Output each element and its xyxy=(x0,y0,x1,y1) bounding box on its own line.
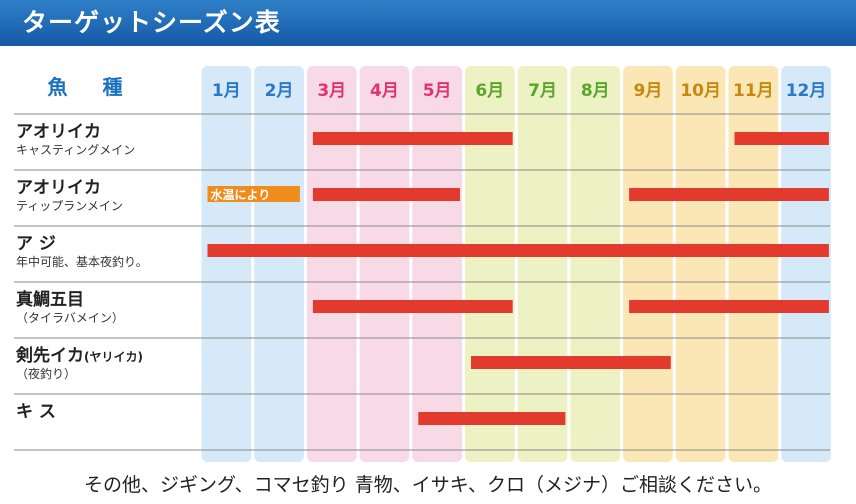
month-header: 1月 2月 3月 4月 5月 6月 7月 8月 9月 10月 11月 12月 xyxy=(212,81,826,101)
fish-subtitle: キャスティングメイン xyxy=(16,143,135,157)
fish-name-suffix: (ヤリイカ) xyxy=(84,350,143,364)
month-column-12 xyxy=(781,66,831,462)
season-bar xyxy=(418,412,566,425)
fish-row: 真鯛五目（タイラバメイン） xyxy=(16,289,829,325)
month-label-2: 2月 xyxy=(265,81,294,101)
month-column-4 xyxy=(359,66,410,462)
month-column-3 xyxy=(306,66,357,462)
month-label-10: 10月 xyxy=(680,81,721,101)
month-column-6 xyxy=(465,66,515,462)
season-bar xyxy=(207,244,829,257)
month-columns xyxy=(201,66,831,462)
season-bar xyxy=(734,132,829,145)
season-bar xyxy=(629,300,829,313)
fish-subtitle: 年中可能、基本夜釣り。 xyxy=(16,254,148,269)
fish-row: 剣先イカ(ヤリイカ)（夜釣り） xyxy=(15,345,671,381)
fish-name: キ ス xyxy=(16,402,56,422)
season-bar xyxy=(471,356,671,369)
season-bar xyxy=(629,188,829,201)
month-column-5 xyxy=(412,66,462,462)
month-column-7 xyxy=(517,66,568,462)
month-label-11: 11月 xyxy=(733,81,774,101)
month-label-7: 7月 xyxy=(528,81,557,101)
fish-subtitle: （タイラバメイン） xyxy=(16,311,124,325)
fish-row: キ ス xyxy=(16,402,566,425)
month-label-12: 12月 xyxy=(786,81,827,101)
header-banner: ターゲットシーズン表 xyxy=(0,0,856,46)
note-text: 水温により xyxy=(211,187,271,202)
row-dividers xyxy=(14,113,830,451)
fish-name: 剣先イカ(ヤリイカ) xyxy=(15,345,143,366)
fish-name: アオリイカ xyxy=(16,122,101,142)
note-badge xyxy=(207,186,300,202)
fish-name: ア ジ xyxy=(16,234,56,254)
footer-note: その他、ジギング、コマセ釣り 青物、イサキ、クロ（メジナ）ご相談ください。 xyxy=(84,474,772,496)
month-column-9 xyxy=(623,66,673,462)
season-bar xyxy=(312,188,460,201)
month-label-1: 1月 xyxy=(212,81,241,101)
month-label-3: 3月 xyxy=(317,81,346,101)
month-column-10 xyxy=(675,66,726,462)
month-label-5: 5月 xyxy=(423,81,452,101)
month-label-8: 8月 xyxy=(581,81,610,101)
fish-subtitle: ティップランメイン xyxy=(16,199,123,213)
month-label-9: 9月 xyxy=(634,81,663,101)
corner-label: 魚 種 xyxy=(48,75,137,99)
month-column-8 xyxy=(570,66,621,462)
month-label-6: 6月 xyxy=(475,81,504,101)
month-column-1 xyxy=(201,66,252,462)
season-bar xyxy=(312,300,513,313)
month-column-11 xyxy=(728,66,779,462)
fish-name: アオリイカ xyxy=(16,178,101,198)
page-title: ターゲットシーズン表 xyxy=(22,8,281,37)
month-column-2 xyxy=(254,66,304,462)
season-bar xyxy=(312,132,513,145)
fish-name: 真鯛五目 xyxy=(16,289,84,310)
fish-subtitle: （夜釣り） xyxy=(16,366,76,381)
month-label-4: 4月 xyxy=(370,81,399,101)
